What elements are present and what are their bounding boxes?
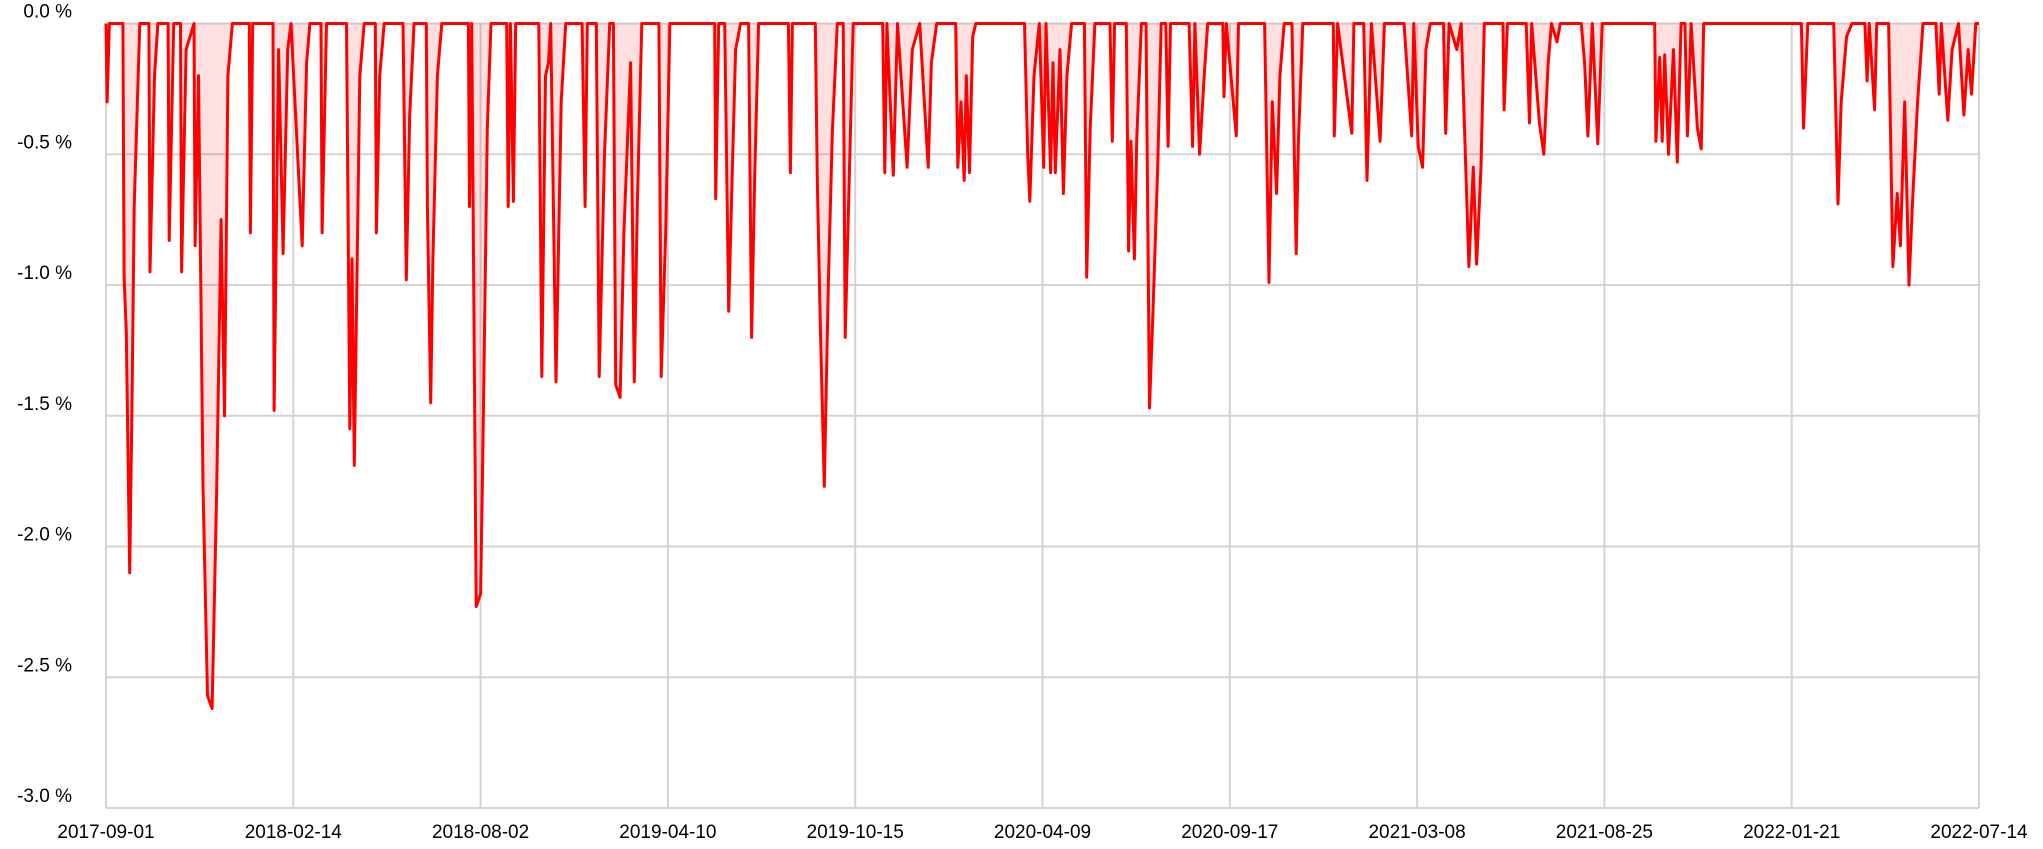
drawdown-line (104, 22, 1979, 711)
y-tick-label: -3.0 % (17, 786, 72, 807)
x-tick-label: 2019-10-15 (807, 822, 904, 843)
y-tick-label: -1.0 % (17, 263, 72, 284)
x-tick-label: 2018-08-02 (432, 822, 529, 843)
y-tick-label: -2.0 % (17, 525, 72, 546)
x-tick-label: 2018-02-14 (245, 822, 343, 843)
y-tick-label: -2.5 % (17, 655, 72, 676)
y-tick-label: -0.5 % (17, 132, 72, 153)
x-tick-label: 2021-08-25 (1556, 822, 1653, 843)
x-tick-label: 2022-07-14 (1930, 822, 2028, 843)
x-tick-label: 2020-09-17 (1181, 822, 1278, 843)
area-fill (106, 23, 1979, 709)
y-tick-label: -1.5 % (17, 394, 72, 415)
x-tick-label: 2020-04-09 (994, 822, 1091, 843)
x-tick-label: 2017-09-01 (57, 822, 154, 843)
y-tick-label: 0.0 % (23, 2, 72, 23)
x-tick-label: 2022-01-21 (1743, 822, 1840, 843)
x-tick-label: 2019-04-10 (619, 822, 716, 843)
x-tick-label: 2021-03-08 (1368, 822, 1465, 843)
